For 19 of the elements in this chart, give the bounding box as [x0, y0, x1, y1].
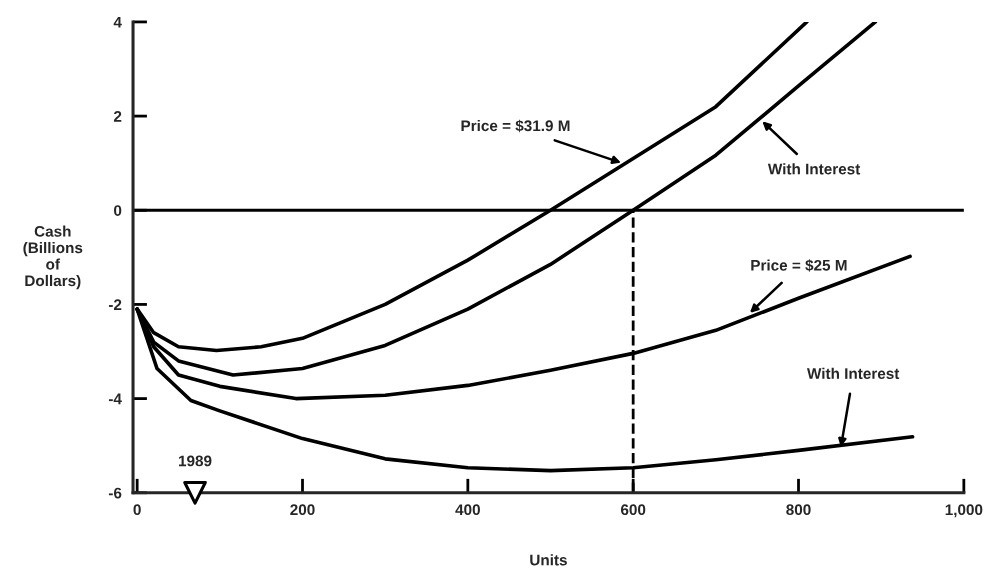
x-tick-label: 1,000 [945, 504, 983, 518]
annotation: 1989 [179, 455, 212, 467]
y-tick-label: 2 [113, 110, 122, 122]
y-tick-label: -6 [108, 487, 122, 499]
y-tick-label: -2 [108, 299, 122, 310]
annotation: With Interest [767, 163, 861, 175]
y-axis-title: Cash (Billions of Dollars) [23, 225, 83, 290]
y-tick-label: 4 [113, 16, 122, 28]
annotation: With Interest [806, 367, 900, 379]
x-tick-label: 600 [620, 504, 646, 516]
x-tick-label: 0 [133, 504, 141, 516]
annotation: Price = $31.9 M [461, 119, 570, 133]
x-tick-label: 200 [290, 504, 315, 516]
annotation: Price = $25 M [751, 259, 847, 272]
y-tick-label: 0 [114, 205, 122, 216]
y-tick-label: -4 [108, 393, 122, 405]
x-tick-label: 400 [455, 504, 480, 516]
x-tick-label: 800 [786, 504, 811, 516]
x-axis-title: Units [530, 554, 567, 566]
